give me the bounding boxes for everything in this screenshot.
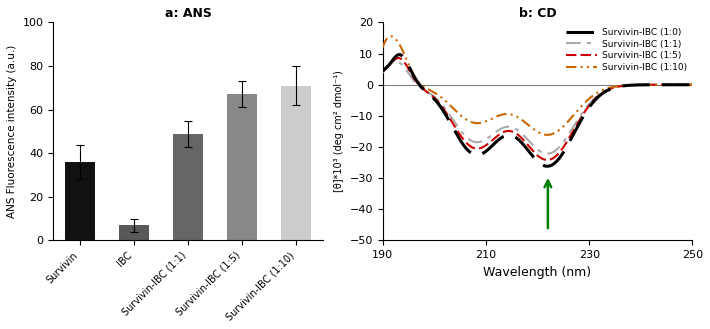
Y-axis label: ANS Fluorescence intensity (a.u.): ANS Fluorescence intensity (a.u.) (7, 45, 17, 218)
Survivin-IBC (1:1) (543, 152, 552, 156)
Survivin-IBC (1:1) (378, 71, 387, 75)
Bar (281, 86, 310, 240)
Survivin-IBC (1:0) (688, 83, 697, 87)
Survivin-IBC (1:0) (395, 53, 403, 57)
Survivin-IBC (1:5) (613, 85, 621, 89)
Survivin-IBC (1:0) (543, 164, 552, 168)
Survivin-IBC (1:10) (387, 34, 395, 38)
Survivin-IBC (1:10) (378, 46, 387, 50)
Line: Survivin-IBC (1:0): Survivin-IBC (1:0) (383, 55, 692, 166)
Title: b: CD: b: CD (519, 7, 557, 20)
Y-axis label: [θ]*10³ (deg cm² dmol⁻¹): [θ]*10³ (deg cm² dmol⁻¹) (334, 70, 344, 192)
Survivin-IBC (1:5) (586, 102, 595, 106)
Survivin-IBC (1:10) (459, 115, 467, 119)
Survivin-IBC (1:10) (613, 84, 621, 88)
Survivin-IBC (1:1) (613, 85, 621, 89)
Survivin-IBC (1:5) (519, 138, 528, 142)
Line: Survivin-IBC (1:5): Survivin-IBC (1:5) (383, 58, 692, 160)
Bar (227, 94, 257, 240)
Bar (65, 162, 95, 240)
Survivin-IBC (1:0) (586, 103, 595, 107)
Survivin-IBC (1:1) (392, 60, 400, 64)
Survivin-IBC (1:1) (519, 133, 528, 137)
Survivin-IBC (1:1) (688, 83, 697, 87)
Survivin-IBC (1:5) (562, 141, 571, 145)
Survivin-IBC (1:10) (543, 133, 552, 137)
Line: Survivin-IBC (1:1): Survivin-IBC (1:1) (383, 62, 692, 154)
Survivin-IBC (1:1) (586, 100, 595, 104)
X-axis label: Wavelength (nm): Wavelength (nm) (484, 266, 591, 279)
Survivin-IBC (1:5) (543, 158, 552, 162)
Survivin-IBC (1:5) (688, 83, 697, 87)
Survivin-IBC (1:10) (519, 119, 528, 123)
Survivin-IBC (1:0) (459, 142, 467, 146)
Survivin-IBC (1:1) (434, 98, 442, 102)
Survivin-IBC (1:5) (434, 100, 442, 104)
Survivin-IBC (1:10) (586, 95, 595, 99)
Survivin-IBC (1:0) (613, 85, 621, 89)
Survivin-IBC (1:5) (459, 137, 467, 140)
Survivin-IBC (1:0) (434, 101, 442, 105)
Bar (119, 225, 149, 240)
Survivin-IBC (1:10) (434, 93, 442, 97)
Survivin-IBC (1:10) (688, 83, 697, 87)
Survivin-IBC (1:0) (562, 146, 571, 150)
Survivin-IBC (1:1) (562, 136, 571, 140)
Survivin-IBC (1:0) (519, 142, 528, 146)
Line: Survivin-IBC (1:10): Survivin-IBC (1:10) (383, 36, 692, 135)
Survivin-IBC (1:5) (378, 70, 387, 74)
Legend: Survivin-IBC (1:0), Survivin-IBC (1:1), Survivin-IBC (1:5), Survivin-IBC (1:10): Survivin-IBC (1:0), Survivin-IBC (1:1), … (562, 24, 691, 76)
Survivin-IBC (1:1) (459, 131, 467, 135)
Survivin-IBC (1:10) (562, 121, 571, 125)
Title: a: ANS: a: ANS (165, 7, 212, 20)
Survivin-IBC (1:5) (394, 56, 403, 60)
Bar (173, 134, 203, 240)
Survivin-IBC (1:0) (378, 69, 387, 73)
